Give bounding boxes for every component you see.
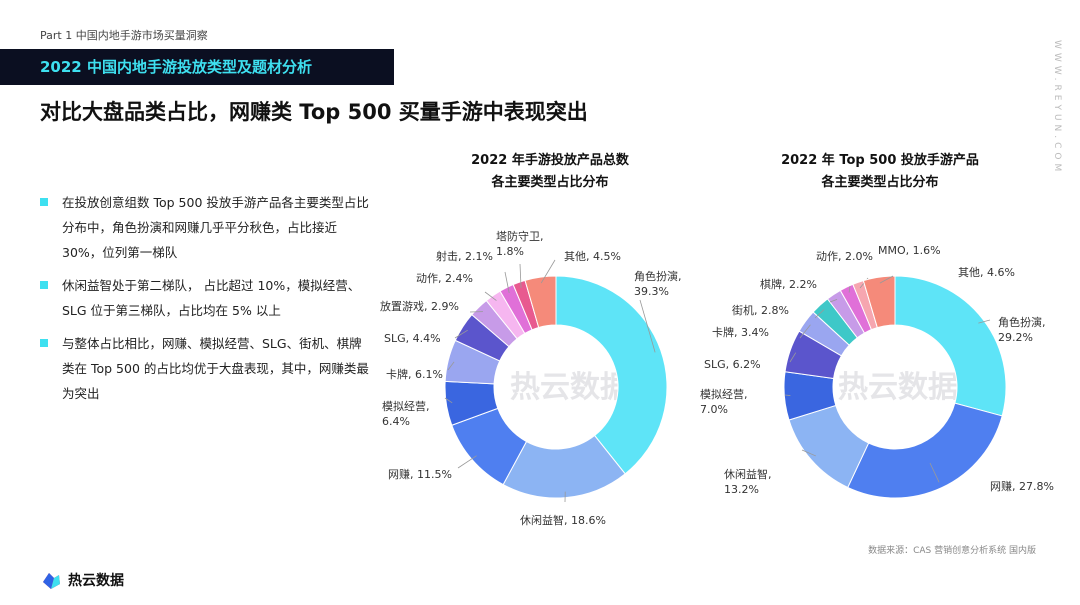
- chart2-title: 2022 年 Top 500 投放手游产品 各主要类型占比分布: [750, 150, 1010, 194]
- leader-line: [540, 259, 556, 284]
- slice-label: 卡牌, 6.1%: [386, 367, 443, 381]
- side-watermark: WWW.REYUN.COM: [1052, 40, 1062, 176]
- brand-logo: 热云数据: [40, 570, 124, 590]
- section-title: 2022 中国内地手游投放类型及题材分析: [0, 49, 394, 85]
- chart1-title-line1: 2022 年手游投放产品总数: [471, 153, 629, 168]
- page-headline: 对比大盘品类占比，网赚类 Top 500 买量手游中表现突出: [40, 100, 588, 124]
- leader-line: [444, 397, 453, 404]
- leader-line: [814, 309, 825, 319]
- part-label: Part 1 中国内地手游市场买量洞察: [40, 29, 208, 42]
- slice-label: 动作, 2.0%: [816, 250, 873, 263]
- leader-line: [519, 263, 522, 289]
- chart1-title-line2: 各主要类型占比分布: [491, 175, 609, 190]
- leader-line: [879, 275, 894, 284]
- leader-line: [929, 462, 940, 483]
- slice-label: 休闲益智, 18.6%: [520, 513, 606, 527]
- donut-chart-total: 角色扮演, 39.3% 休闲益智, 18.6% 网赚, 11.5% 模拟经营, 6.4% 卡…: [380, 230, 682, 527]
- donut-chart-top500: 角色扮演, 29.2% 网赚, 27.8% 休闲益智, 13.2% 模拟经营, 7.0% SL…: [700, 244, 1054, 499]
- leader-line: [978, 319, 991, 324]
- slice-label: 塔防守卫, 1.8%: [496, 230, 544, 258]
- slice-label: 网赚, 27.8%: [990, 479, 1054, 493]
- slice-label: 棋牌, 2.2%: [760, 277, 817, 291]
- bullet-item: 在投放创意组数 Top 500 投放手游产品各主要类型占比分布中，角色扮演和网赚…: [40, 190, 370, 265]
- cloud-logo-icon: [43, 573, 60, 589]
- donut-slice: [555, 275, 668, 475]
- leader-line: [447, 361, 455, 371]
- slice-label: 街机, 2.8%: [732, 303, 789, 317]
- slice-label: 其他, 4.5%: [564, 250, 621, 263]
- slice-label: 角色扮演, 29.2%: [998, 315, 1046, 344]
- leader-line: [789, 352, 797, 363]
- leader-line: [799, 324, 811, 339]
- bullet-list: 在投放创意组数 Top 500 投放手游产品各主要类型占比分布中，角色扮演和网赚…: [40, 190, 370, 414]
- slice-label: 其他, 4.6%: [958, 266, 1015, 279]
- slice-label: 网赚, 11.5%: [388, 467, 452, 481]
- slice-label: SLG, 4.4%: [384, 332, 441, 345]
- donut-slice: [862, 275, 896, 329]
- leader-line: [784, 394, 791, 396]
- chart2-title-line1: 2022 年 Top 500 投放手游产品: [781, 153, 979, 168]
- brand-name: 热云数据: [68, 573, 124, 589]
- donut-slice: [847, 402, 1003, 499]
- leader-line: [639, 299, 656, 353]
- leader-line: [454, 329, 468, 339]
- chart2-watermark: 热云数据: [838, 370, 958, 405]
- slice-label: 模拟经营, 6.4%: [382, 399, 430, 428]
- donut-slice: [524, 275, 557, 329]
- leader-line: [829, 299, 838, 303]
- slice-label: 射击, 2.1%: [436, 249, 493, 263]
- donut-slice: [894, 275, 1007, 417]
- bullet-item: 休闲益智处于第二梯队， 占比超过 10%，模拟经营、SLG 位于第三梯队，占比均…: [40, 273, 370, 323]
- slice-label: 卡牌, 3.4%: [712, 325, 769, 339]
- slice-label: 角色扮演, 39.3%: [634, 269, 682, 298]
- leader-line: [848, 285, 851, 293]
- chart1-title: 2022 年手游投放产品总数 各主要类型占比分布: [420, 150, 680, 194]
- leader-line: [484, 291, 497, 301]
- chart2-title-line2: 各主要类型占比分布: [821, 175, 939, 190]
- slice-label: 放置游戏, 2.9%: [380, 299, 459, 313]
- leader-line: [801, 449, 816, 457]
- leader-line: [504, 271, 510, 294]
- chart1-watermark: 热云数据: [510, 370, 630, 405]
- data-source: 数据来源：CAS 营销创意分析系统 国内版: [868, 546, 1036, 556]
- leader-line: [457, 455, 477, 469]
- slice-label: 动作, 2.4%: [416, 272, 473, 285]
- slice-label: MMO, 1.6%: [878, 244, 941, 257]
- slice-label: 休闲益智, 13.2%: [724, 467, 772, 496]
- slice-label: SLG, 6.2%: [704, 358, 761, 371]
- slice-label: 模拟经营, 7.0%: [700, 387, 748, 416]
- bullet-item: 与整体占比相比，网赚、模拟经营、SLG、街机、棋牌类在 Top 500 的占比均…: [40, 331, 370, 406]
